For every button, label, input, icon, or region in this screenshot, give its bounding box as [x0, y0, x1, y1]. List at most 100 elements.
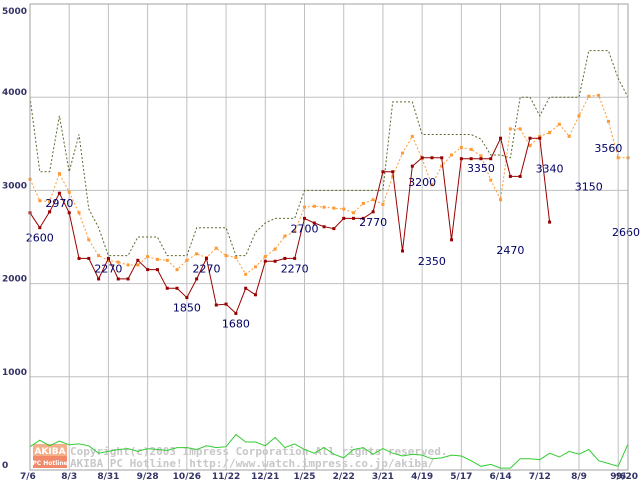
series-min-point	[302, 216, 306, 220]
series-average-point	[548, 131, 552, 135]
series-min-point	[508, 174, 512, 178]
series-average-point	[67, 190, 71, 194]
series-min-point	[224, 302, 228, 306]
logo-top-text: AKIBA	[34, 447, 65, 457]
series-min-point	[175, 286, 179, 290]
series-average-point	[381, 202, 385, 206]
series-min-point	[401, 249, 405, 253]
data-label: 2350	[418, 255, 446, 268]
y-tick-label: 2000	[2, 275, 27, 285]
series-average-point	[126, 263, 130, 267]
series-average-point	[146, 255, 150, 259]
x-tick-label: 11/22	[212, 472, 240, 480]
series-average-point	[410, 134, 414, 138]
series-average-point	[106, 258, 110, 262]
x-tick-label: 4/19	[411, 472, 433, 480]
x-tick-label: 1/25	[293, 472, 315, 480]
series-min-point	[440, 156, 444, 160]
data-label: 2470	[496, 244, 524, 257]
axes: 0 1000 2000 3000 4000 5000 7/6 8/3 8/31 9/28 10/26…	[2, 3, 638, 480]
y-tick-label: 1000	[2, 368, 27, 378]
data-labels: 2600 2970 2270 1850 2270 1680 2270 2700 2770 3200…	[26, 142, 640, 330]
data-label: 2270	[192, 262, 220, 275]
series-average-point	[263, 255, 267, 259]
x-tick-label: 2/22	[333, 472, 355, 480]
series-average-point	[577, 114, 581, 118]
x-tick-label: 7/6	[20, 472, 36, 480]
series-min-point	[538, 136, 542, 140]
series-min-point	[165, 286, 169, 290]
series-average-point	[332, 206, 336, 210]
series-min-point	[263, 259, 267, 263]
series-min-point	[244, 286, 248, 290]
x-tick-label: 10/26	[173, 472, 201, 480]
series-min-point	[87, 256, 91, 260]
series-min-point	[155, 268, 159, 272]
series-average-point	[136, 263, 140, 267]
series-min-point	[489, 157, 493, 161]
series-min-point	[391, 170, 395, 174]
series-min-point	[293, 256, 297, 260]
series-average-point	[489, 178, 493, 182]
series-average-point	[116, 260, 120, 264]
series-average-point	[440, 164, 444, 168]
series-min-point	[479, 157, 483, 161]
series-average-point	[273, 247, 277, 251]
data-label: 2770	[359, 216, 387, 229]
series-average-point	[371, 198, 375, 202]
akiba-logo: AKIBA PC Hotline	[32, 444, 68, 468]
series-min-point	[126, 277, 130, 281]
x-tick-label: 5/17	[450, 472, 472, 480]
series-average-point	[87, 238, 91, 242]
x-tick-label: 8/3	[61, 472, 77, 480]
series-average-point	[244, 272, 248, 276]
series-average-point	[175, 268, 179, 272]
series-average-point	[391, 174, 395, 178]
data-label: 3350	[467, 162, 495, 175]
series-min-point	[332, 227, 336, 231]
series-average-point	[253, 265, 257, 269]
series-min-point	[518, 174, 522, 178]
series-average-point	[293, 229, 297, 233]
series-average-point	[77, 211, 81, 215]
series-min-point	[528, 136, 532, 140]
x-tick-label: 9/28	[137, 472, 159, 480]
series-min-point	[410, 164, 414, 168]
series-average-point	[450, 153, 454, 157]
series-average-point	[57, 172, 61, 176]
x-tick-label: 9/20	[616, 472, 638, 480]
series-min-line	[29, 136, 551, 315]
x-tick-label: 7/12	[529, 472, 551, 480]
series-average-point	[459, 146, 463, 150]
series-min-point	[430, 156, 434, 160]
series-min-point	[214, 303, 218, 307]
series-average-point	[283, 234, 287, 238]
plot-frame	[29, 3, 629, 471]
series-count-line	[29, 433, 629, 469]
watermark-copyright: Copyright(c)2003 Impress Corporation All…	[70, 445, 448, 458]
series-average-point	[528, 144, 532, 148]
watermark-url: AKIBA PC Hotline! http://www.watch.impre…	[70, 457, 435, 470]
series-average-point	[224, 254, 228, 258]
series-average-point	[97, 254, 101, 258]
series-min-point	[253, 293, 257, 297]
series-min-point	[548, 220, 552, 224]
series-min-point	[283, 256, 287, 260]
series-min-point	[352, 216, 356, 220]
series-min-point	[146, 268, 150, 272]
series-min-point	[48, 210, 52, 214]
series-min-point	[381, 170, 385, 174]
series-layer	[28, 50, 630, 469]
series-min-point	[136, 258, 140, 262]
x-tick-label: 12/21	[251, 472, 279, 480]
series-min-point	[57, 191, 61, 195]
series-average-point	[499, 198, 503, 202]
series-average-point	[195, 252, 199, 256]
data-label: 3560	[594, 142, 622, 155]
watermark: AKIBA PC Hotline Copyright(c)2003 Impres…	[32, 444, 448, 470]
series-average-point	[587, 94, 591, 98]
series-min-point	[97, 277, 101, 281]
y-tick-label: 3000	[2, 181, 27, 191]
series-min-point	[361, 216, 365, 220]
